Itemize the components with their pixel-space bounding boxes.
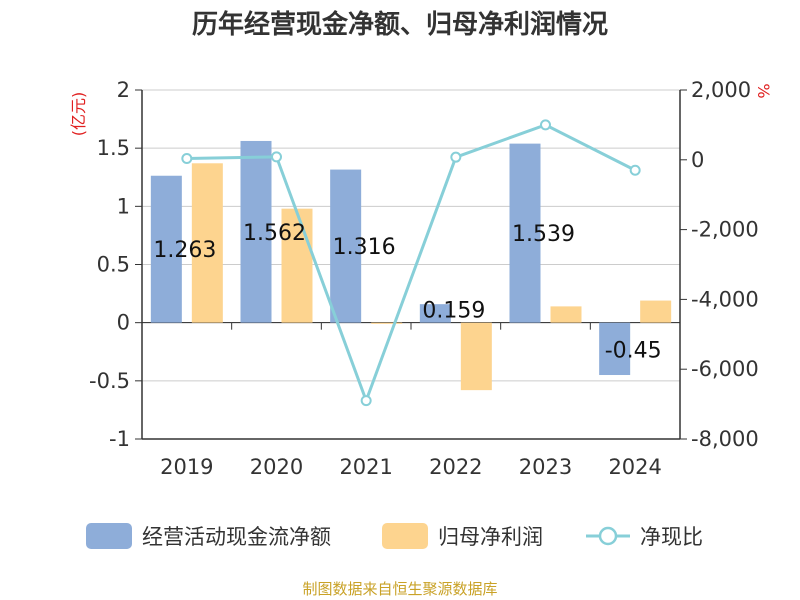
legend-swatch-netprofit bbox=[382, 523, 428, 549]
legend-swatch-cashflow bbox=[86, 523, 132, 549]
legend-label-netprofit: 归母净利润 bbox=[438, 525, 543, 549]
y-left-tick-label: -1 bbox=[109, 427, 130, 451]
y-left-tick-label: 1 bbox=[117, 194, 130, 218]
cashflow-data-label: 1.539 bbox=[512, 222, 575, 247]
y-left-tick-label: 0 bbox=[117, 311, 130, 335]
cashflow-bar bbox=[599, 322, 631, 376]
y-left-unit-label: (亿元) bbox=[69, 92, 88, 137]
ratio-line bbox=[181, 119, 641, 407]
cashflow-bar bbox=[150, 175, 182, 323]
x-tick-label: 2020 bbox=[250, 455, 303, 479]
ratio-point bbox=[540, 119, 551, 131]
netprofit-bar bbox=[550, 306, 582, 323]
legend-line-marker-icon bbox=[586, 526, 630, 546]
netprofit-bar bbox=[640, 300, 672, 323]
cashflow-data-label: -0.45 bbox=[605, 339, 662, 364]
x-tick-label: 2023 bbox=[519, 455, 572, 479]
cashflow-data-label: 1.316 bbox=[333, 235, 396, 260]
x-tick-label: 2024 bbox=[608, 455, 661, 479]
ratio-point bbox=[450, 151, 462, 163]
y-left-tick-label: 1.5 bbox=[97, 136, 130, 160]
netprofit-bar bbox=[371, 322, 403, 324]
y-right-tick-label: 0 bbox=[691, 148, 704, 172]
y-left-tick-label: 0.5 bbox=[97, 253, 130, 277]
y-right-tick-label: -6,000 bbox=[691, 357, 759, 381]
y-left-tick-label: -0.5 bbox=[89, 369, 130, 393]
y-right-tick-label: -8,000 bbox=[691, 427, 759, 451]
legend: 经营活动现金流净额 归母净利润 净现比 bbox=[0, 516, 800, 556]
x-tick-label: 2021 bbox=[339, 455, 392, 479]
netprofit-bar bbox=[191, 163, 223, 323]
legend-item-ratio: 净现比 bbox=[584, 516, 703, 556]
cashflow-data-label: 1.562 bbox=[243, 221, 306, 246]
cashflow-data-label: 0.159 bbox=[422, 299, 485, 324]
source-note: 制图数据来自恒生聚源数据库 bbox=[302, 580, 498, 598]
cashflow-bar bbox=[419, 304, 451, 323]
ratio-line-path bbox=[186, 123, 636, 403]
y-right-tick-label: -2,000 bbox=[691, 218, 759, 242]
x-tick-label: 2022 bbox=[429, 455, 482, 479]
netprofit-bar bbox=[460, 322, 492, 391]
netprofit-bar bbox=[281, 208, 313, 323]
ratio-point bbox=[629, 164, 641, 176]
x-tick-label: 2019 bbox=[160, 455, 213, 479]
legend-item-cashflow: 经营活动现金流净额 bbox=[86, 516, 331, 556]
y-right-unit-label: % bbox=[754, 83, 773, 98]
legend-label-ratio: 净现比 bbox=[640, 525, 703, 549]
cashflow-bar bbox=[330, 169, 362, 323]
y-right-tick-label: -4,000 bbox=[691, 287, 759, 311]
legend-label-cashflow: 经营活动现金流净额 bbox=[142, 525, 331, 549]
cashflow-bar bbox=[509, 143, 541, 323]
ratio-point bbox=[360, 395, 372, 407]
y-right-tick-label: 2,000 bbox=[691, 78, 751, 102]
ratio-point bbox=[181, 153, 193, 165]
y-left-tick-label: 2 bbox=[117, 78, 130, 102]
chart-title: 历年经营现金净额、归母净利润情况 bbox=[191, 10, 608, 40]
ratio-point bbox=[271, 151, 282, 163]
bars bbox=[150, 140, 672, 391]
legend-item-netprofit: 归母净利润 bbox=[382, 516, 543, 556]
cashflow-bar bbox=[240, 140, 272, 323]
cashflow-data-label: 1.263 bbox=[153, 238, 216, 263]
data-labels: 1.263 1.562 1.316 0.159 1.539 -0.45 bbox=[153, 221, 661, 364]
axes: -1 -0.5 0 0.5 1 1.5 2 -8,000 -6,000 -4,000 -2,000 0… bbox=[69, 78, 773, 479]
